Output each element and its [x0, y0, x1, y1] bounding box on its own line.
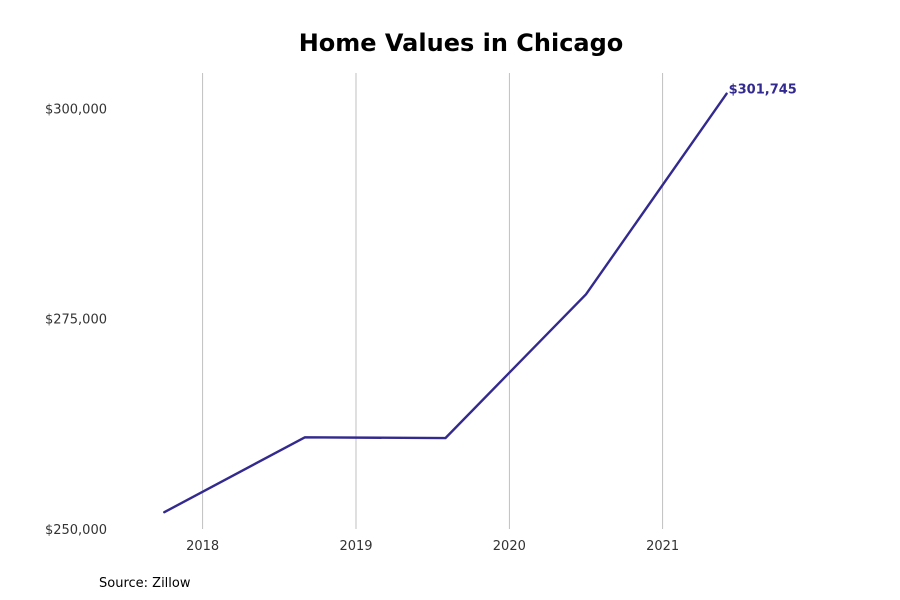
series-layer: $301,745: [163, 83, 797, 514]
y-tick-label: $250,000: [45, 523, 107, 538]
chart-title: Home Values in Chicago: [299, 29, 624, 57]
x-tick-label: 2021: [646, 539, 679, 554]
x-axis-ticks: 2018 2019 2020 2021: [186, 539, 679, 554]
x-tick-label: 2019: [339, 539, 372, 554]
y-tick-label: $275,000: [45, 313, 107, 328]
y-tick-label: $300,000: [45, 102, 107, 117]
x-tick-label: 2018: [186, 539, 219, 554]
series-line: [163, 92, 728, 514]
gridlines: [202, 73, 664, 529]
end-value-label: $301,745: [729, 83, 797, 98]
y-axis-ticks: $250,000 $275,000 $300,000: [45, 102, 107, 538]
source-note: Source: Zillow: [99, 576, 191, 591]
x-tick-label: 2020: [493, 539, 526, 554]
